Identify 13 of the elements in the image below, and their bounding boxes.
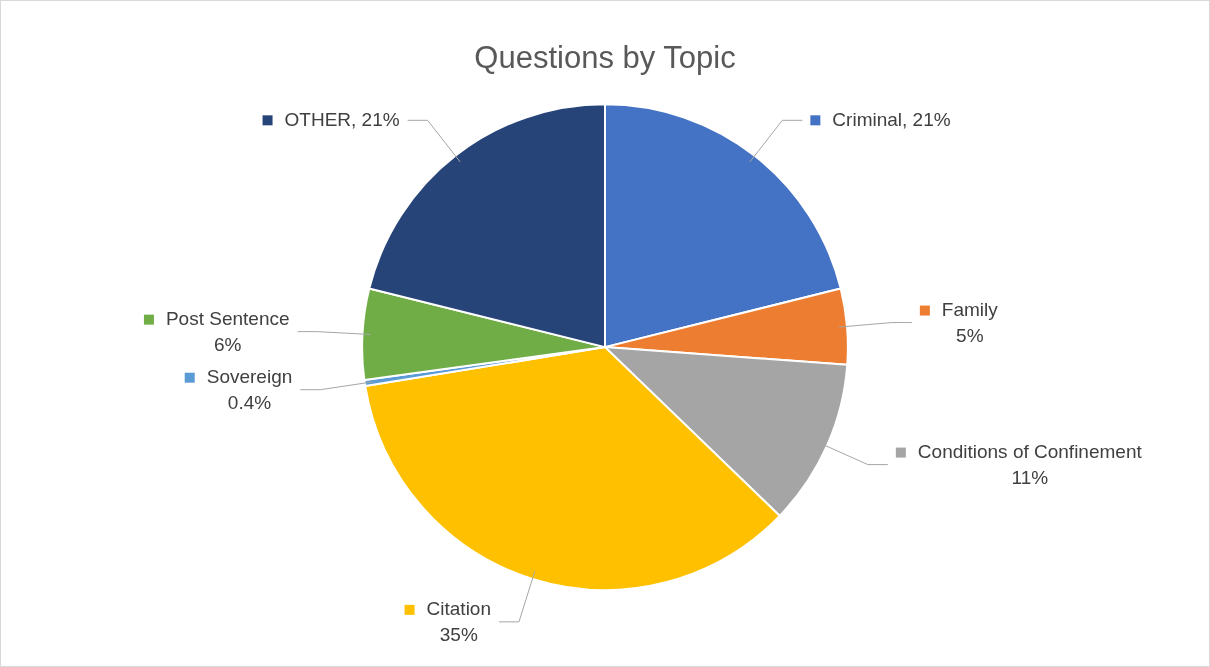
chart-title: Questions by Topic (474, 40, 736, 76)
data-label: 0.4% (227, 391, 272, 413)
legend-label: Criminal, 21% (832, 108, 951, 130)
data-label: 11% (1011, 466, 1049, 488)
data-label: 5% (956, 324, 984, 346)
legend-label: Sovereign (206, 365, 293, 387)
legend-label: Post Sentence (165, 307, 290, 329)
legend-label: Citation (426, 598, 491, 620)
data-label: 35% (439, 624, 478, 646)
data-label: 6% (213, 333, 242, 355)
legend-label: OTHER, 21% (284, 108, 400, 130)
legend-label: Conditions of Confinement (917, 440, 1143, 462)
legend-label: Family (941, 298, 999, 320)
